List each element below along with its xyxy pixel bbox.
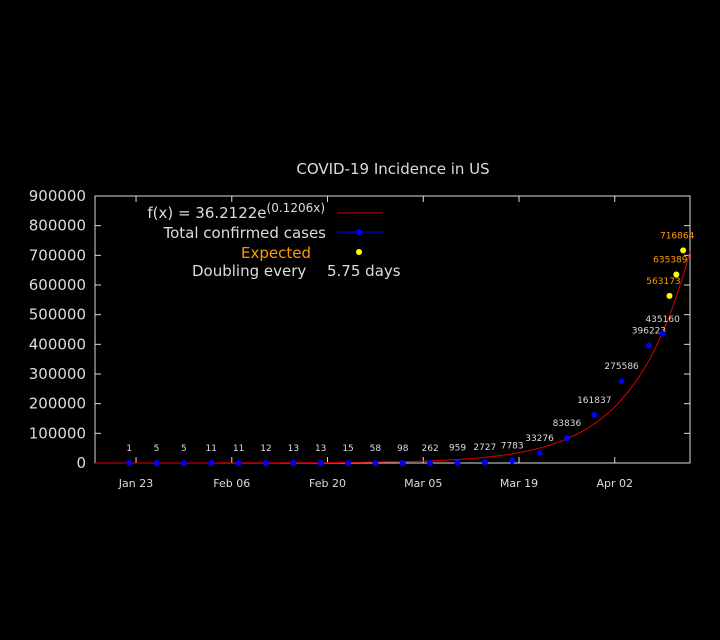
- confirmed-point: [399, 459, 406, 466]
- confirmed-point: [659, 330, 666, 337]
- confirmed-point: [427, 459, 434, 466]
- x-tick-label: Apr 02: [597, 477, 634, 490]
- confirmed-value-label: 11: [206, 444, 217, 454]
- confirmed-value-label: 2727: [473, 443, 496, 453]
- x-tick-label: Jan 23: [118, 477, 153, 490]
- confirmed-value-label: 7783: [501, 442, 524, 452]
- y-tick-label: 200000: [29, 395, 86, 413]
- expected-point: [666, 292, 673, 299]
- fit-curve: [95, 251, 691, 464]
- expected-point: [673, 271, 680, 278]
- confirmed-value-label: 161837: [577, 396, 611, 406]
- y-axis: 0 100000 200000 300000 400000 500000 600000 700…: [29, 187, 690, 472]
- legend-doubling: Doubling every 5.75 days: [192, 262, 401, 280]
- confirmed-value-label: 275586: [604, 362, 639, 372]
- confirmed-point: [262, 459, 269, 466]
- confirmed-point: [372, 459, 379, 466]
- confirmed-point: [126, 459, 133, 466]
- expected-value-label: 635389: [653, 256, 688, 266]
- confirmed-value-label: 262: [422, 444, 439, 454]
- y-tick-label: 400000: [29, 335, 86, 353]
- confirmed-point: [481, 459, 488, 466]
- confirmed-point: [290, 459, 297, 466]
- confirmed-value-label: 58: [370, 444, 382, 454]
- confirmed-value-label: 33276: [525, 434, 554, 444]
- confirmed-point: [454, 459, 461, 466]
- y-tick-label: 0: [76, 454, 86, 472]
- confirmed-point: [536, 450, 543, 457]
- confirmed-point: [563, 435, 570, 442]
- confirmed-point: [180, 459, 187, 466]
- y-tick-label: 100000: [29, 424, 86, 442]
- legend-doubling-value: 5.75 days: [327, 262, 401, 280]
- confirmed-value-label: 13: [288, 444, 299, 454]
- confirmed-point: [153, 459, 160, 466]
- legend-fit-exponent: (0.1206x): [267, 201, 325, 215]
- confirmed-point: [208, 459, 215, 466]
- chart-title: COVID-19 Incidence in US: [296, 160, 489, 178]
- confirmed-value-label: 1: [126, 444, 132, 454]
- confirmed-value-label: 13: [315, 444, 326, 454]
- y-tick-label: 900000: [29, 187, 86, 205]
- confirmed-value-label: 435160: [645, 315, 680, 325]
- confirmed-value-label: 11: [233, 444, 244, 454]
- legend-confirmed-marker: [356, 229, 362, 235]
- confirmed-point: [591, 411, 598, 418]
- confirmed-point: [345, 459, 352, 466]
- legend-expected-marker: [356, 249, 362, 255]
- confirmed-value-label: 15: [342, 444, 353, 454]
- confirmed-value-label: 98: [397, 444, 409, 454]
- x-tick-label: Feb 06: [213, 477, 250, 490]
- confirmed-value-label: 5: [181, 444, 187, 454]
- legend-fit-label: f(x) = 36.2122e(0.1206x): [147, 201, 325, 222]
- confirmed-point: [618, 378, 625, 385]
- confirmed-point: [645, 342, 652, 349]
- x-tick-label: Mar 19: [500, 477, 538, 490]
- y-tick-label: 800000: [29, 217, 86, 235]
- expected-value-label: 563173: [646, 277, 680, 287]
- confirmed-value-label: 5: [154, 444, 160, 454]
- legend-confirmed-label: Total confirmed cases: [162, 224, 326, 242]
- expected-value-label: 716864: [660, 231, 695, 241]
- confirmed-point: [509, 457, 516, 464]
- confirmed-point: [235, 459, 242, 466]
- confirmed-value-label: 83836: [553, 419, 582, 429]
- data-marks: 1 5 5 11 11 12 13 13 15 58 98 262 959 2727 77833327683…: [126, 231, 695, 466]
- legend-doubling-label: Doubling every: [192, 262, 306, 280]
- legend: f(x) = 36.2122e(0.1206x) Total confirmed…: [147, 201, 400, 280]
- y-tick-label: 700000: [29, 246, 86, 264]
- y-tick-label: 500000: [29, 306, 86, 324]
- confirmed-value-label: 959: [449, 444, 466, 454]
- y-tick-label: 600000: [29, 276, 86, 294]
- expected-point: [680, 247, 687, 254]
- plot-frame: [94, 195, 691, 464]
- confirmed-value-label: 396223: [632, 326, 666, 336]
- legend-expected-label: Expected: [241, 244, 311, 262]
- y-tick-label: 300000: [29, 365, 86, 383]
- x-axis: Jan 23 Feb 06 Feb 20 Mar 05 Mar 19 Apr 02: [118, 196, 633, 490]
- confirmed-point: [317, 459, 324, 466]
- legend-fit-base: f(x) = 36.2122e: [147, 204, 266, 222]
- x-tick-label: Feb 20: [309, 477, 346, 490]
- confirmed-value-label: 12: [260, 444, 271, 454]
- x-tick-label: Mar 05: [404, 477, 442, 490]
